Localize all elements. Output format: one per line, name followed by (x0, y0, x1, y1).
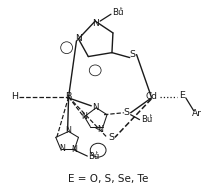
Text: t: t (149, 114, 151, 119)
Text: N: N (92, 103, 99, 112)
Text: N: N (72, 145, 77, 154)
Text: B: B (65, 92, 72, 101)
Text: Bu: Bu (141, 115, 153, 124)
Text: Bu: Bu (88, 152, 100, 161)
Text: E: E (179, 91, 185, 101)
Text: N: N (97, 125, 103, 134)
Text: S: S (130, 50, 136, 59)
Text: H: H (11, 92, 18, 101)
Text: N: N (60, 144, 66, 153)
Text: Cd: Cd (145, 92, 157, 101)
Text: E = O, S, Se, Te: E = O, S, Se, Te (68, 174, 148, 184)
Text: N: N (75, 34, 82, 43)
Text: t: t (120, 7, 122, 12)
Text: Bu: Bu (112, 8, 123, 17)
Text: Ar: Ar (192, 109, 202, 118)
Text: N: N (66, 126, 72, 135)
Text: S: S (124, 108, 130, 117)
Text: N: N (92, 19, 99, 28)
Text: N: N (81, 112, 87, 121)
Text: t: t (96, 151, 98, 156)
Text: S: S (108, 133, 114, 142)
